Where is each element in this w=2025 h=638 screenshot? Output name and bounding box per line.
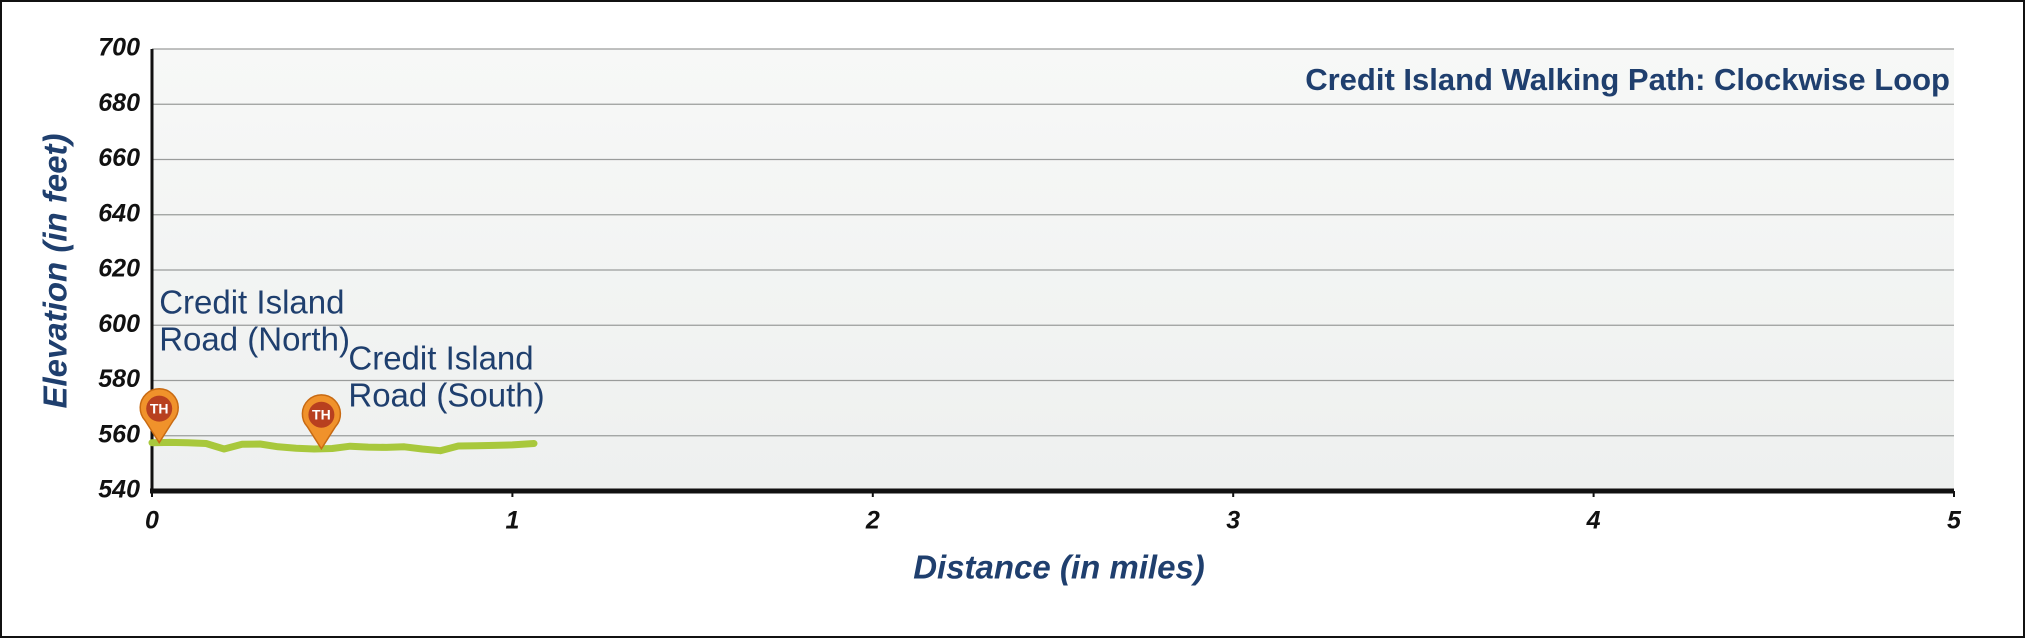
y-tick-label: 600: [98, 310, 140, 338]
x-tick-label: 5: [1947, 507, 1962, 535]
y-tick-label: 560: [98, 420, 140, 448]
trailhead-marker: TH: [301, 394, 342, 451]
y-tick-label: 540: [98, 476, 140, 504]
x-tick-label: 3: [1226, 507, 1240, 535]
y-tick-label: 700: [98, 34, 140, 62]
y-tick-label: 580: [98, 365, 140, 393]
trailhead-label: Credit Island: [159, 283, 344, 320]
chart-title: Credit Island Walking Path: Clockwise Lo…: [1305, 62, 1950, 97]
trailhead-badge: [308, 401, 335, 428]
y-tick-label: 640: [98, 199, 140, 227]
y-tick-label: 620: [98, 255, 140, 283]
x-tick-label: 4: [1586, 507, 1601, 535]
trailhead-label: Road (North): [159, 320, 350, 357]
trailhead-label: Road (South): [348, 376, 544, 413]
trailhead-icon: TH: [150, 400, 169, 416]
trailhead-label: Credit Island: [348, 339, 533, 376]
trailhead-icon: TH: [312, 406, 331, 422]
x-tick-label: 2: [865, 507, 880, 535]
trailhead-marker: TH: [139, 388, 179, 445]
trailhead-badge: [146, 395, 173, 422]
y-axis-label: Elevation (in feet): [37, 133, 74, 408]
y-tick-label: 660: [98, 144, 140, 172]
y-tick-label: 680: [98, 89, 140, 117]
elevation-line: [148, 438, 538, 455]
x-tick-label: 0: [145, 507, 159, 535]
x-tick-label: 1: [505, 507, 519, 535]
x-axis-label: Distance (in miles): [913, 549, 1205, 586]
